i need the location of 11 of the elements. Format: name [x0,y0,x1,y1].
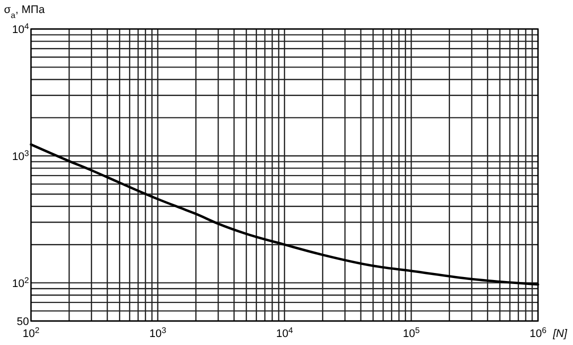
y-tick-label: 10$^{3}$ [12,148,30,163]
x-tick-label: 10$^{6}$ [530,326,547,340]
x-tick-label: 10$^{5}$ [402,326,420,340]
y-tick-label: 10$^{2}$ [12,275,30,290]
y-tick-label: 50 [16,316,29,328]
y-tick-label: 10$^{4}$ [12,22,30,36]
x-tick-label: 10$^{4}$ [276,326,294,340]
x-tick-label: 10$^{3}$ [149,326,167,340]
x-axis-title: [N] [552,328,568,340]
x-tick-label: 10$^{2}$ [22,326,40,340]
y-axis-title: σ$_{a}$, МПа [4,4,46,20]
